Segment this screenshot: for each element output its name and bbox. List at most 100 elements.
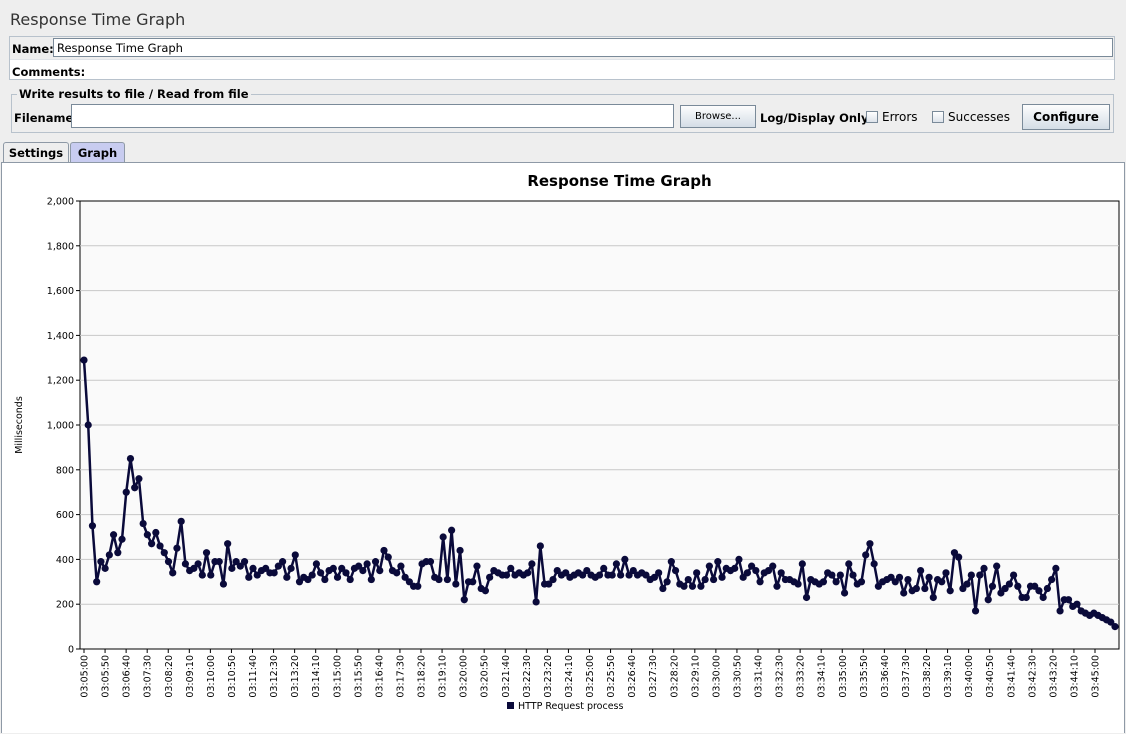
- data-point: [536, 542, 544, 550]
- errors-checkbox[interactable]: [866, 111, 878, 123]
- successes-checkbox[interactable]: [932, 111, 944, 123]
- x-tick-label: 03:42:30: [1027, 655, 1038, 698]
- x-tick-label: 03:38:20: [922, 655, 933, 698]
- x-tick-label: 03:07:30: [143, 655, 154, 698]
- data-point: [583, 567, 591, 575]
- response-time-chart: Response Time Graph 0 200 400 600 800 1,000 1,2…: [14, 172, 1120, 712]
- data-point: [401, 573, 409, 581]
- data-point: [667, 558, 675, 566]
- x-tick-label: 03:23:20: [543, 655, 554, 698]
- data-point: [938, 578, 946, 586]
- x-tick-label: 03:25:00: [585, 655, 596, 698]
- data-point: [329, 564, 337, 572]
- data-point: [663, 578, 671, 586]
- tab-graph[interactable]: Graph: [70, 142, 125, 163]
- data-point: [295, 578, 304, 586]
- data-point: [240, 558, 249, 566]
- data-point: [688, 582, 697, 590]
- x-tick-label: 03:39:10: [943, 655, 954, 698]
- data-point: [1035, 587, 1043, 595]
- data-point: [164, 558, 173, 566]
- data-point: [274, 562, 282, 570]
- data-point: [680, 582, 688, 590]
- name-input[interactable]: [53, 38, 1113, 57]
- data-point: [1073, 600, 1081, 608]
- data-point: [828, 571, 836, 579]
- y-tick-label: 1,200: [47, 376, 74, 387]
- comments-label: Comments:: [12, 65, 86, 79]
- y-tick-label: 1,400: [47, 331, 74, 342]
- y-tick-label: 400: [56, 555, 74, 566]
- data-point: [900, 589, 908, 597]
- successes-label: Successes: [948, 110, 1010, 124]
- data-point: [448, 526, 456, 534]
- data-point: [912, 584, 921, 593]
- x-tick-label: 03:19:10: [438, 655, 449, 698]
- data-point: [143, 531, 151, 539]
- data-point: [993, 562, 1001, 570]
- data-point: [549, 575, 557, 584]
- data-point: [671, 567, 680, 575]
- data-point: [278, 558, 287, 566]
- comments-field[interactable]: [10, 59, 1114, 79]
- data-point: [895, 573, 904, 581]
- data-point: [122, 488, 130, 496]
- tab-settings[interactable]: Settings: [3, 142, 69, 163]
- filename-label: Filename: [14, 111, 74, 125]
- data-point: [1014, 582, 1022, 590]
- data-point: [891, 578, 899, 586]
- data-point: [959, 584, 967, 593]
- data-point: [169, 569, 177, 577]
- data-point: [798, 560, 806, 568]
- data-point: [367, 575, 375, 584]
- x-tick-label: 03:10:50: [227, 655, 238, 698]
- data-point: [840, 589, 849, 597]
- data-point: [845, 560, 853, 568]
- x-tick-label: 03:16:40: [374, 655, 385, 698]
- data-point: [481, 587, 490, 595]
- data-point: [97, 558, 105, 566]
- data-point: [528, 560, 536, 568]
- data-point: [156, 542, 164, 550]
- legend-label: HTTP Request process: [518, 701, 623, 712]
- data-point: [942, 569, 950, 577]
- data-point: [80, 356, 88, 364]
- data-point: [371, 558, 380, 566]
- data-point: [743, 569, 751, 577]
- data-point: [502, 571, 511, 579]
- x-tick-label: 03:44:10: [1069, 655, 1080, 698]
- data-point: [980, 564, 988, 572]
- x-tick-label: 03:05:50: [101, 655, 112, 698]
- data-point: [452, 580, 460, 588]
- data-point: [705, 562, 713, 570]
- data-point: [621, 555, 629, 563]
- data-point: [857, 578, 866, 586]
- data-point: [752, 567, 760, 575]
- data-point: [819, 578, 828, 586]
- data-point: [380, 546, 388, 555]
- data-point: [693, 569, 701, 577]
- data-point: [600, 564, 608, 572]
- browse-button[interactable]: Browse...: [680, 105, 756, 128]
- filename-input[interactable]: [71, 104, 674, 128]
- data-point: [287, 564, 295, 572]
- x-tick-label: 03:45:00: [1091, 655, 1102, 698]
- data-point: [921, 584, 929, 593]
- data-point: [608, 571, 616, 579]
- configure-button[interactable]: Configure: [1022, 104, 1110, 130]
- x-tick-label: 03:21:40: [501, 655, 512, 698]
- data-point: [1107, 618, 1115, 626]
- y-tick-label: 800: [56, 465, 74, 476]
- data-point: [321, 575, 329, 584]
- y-tick-label: 600: [56, 510, 74, 521]
- x-tick-label: 03:08:20: [164, 655, 175, 698]
- data-point: [697, 582, 705, 590]
- data-point: [308, 571, 316, 579]
- data-point: [967, 571, 975, 579]
- data-point: [562, 569, 570, 577]
- x-tick-label: 03:27:30: [648, 655, 659, 698]
- data-point: [486, 573, 494, 581]
- x-tick-label: 03:32:30: [775, 655, 786, 698]
- data-point: [460, 596, 468, 604]
- data-point: [655, 569, 663, 577]
